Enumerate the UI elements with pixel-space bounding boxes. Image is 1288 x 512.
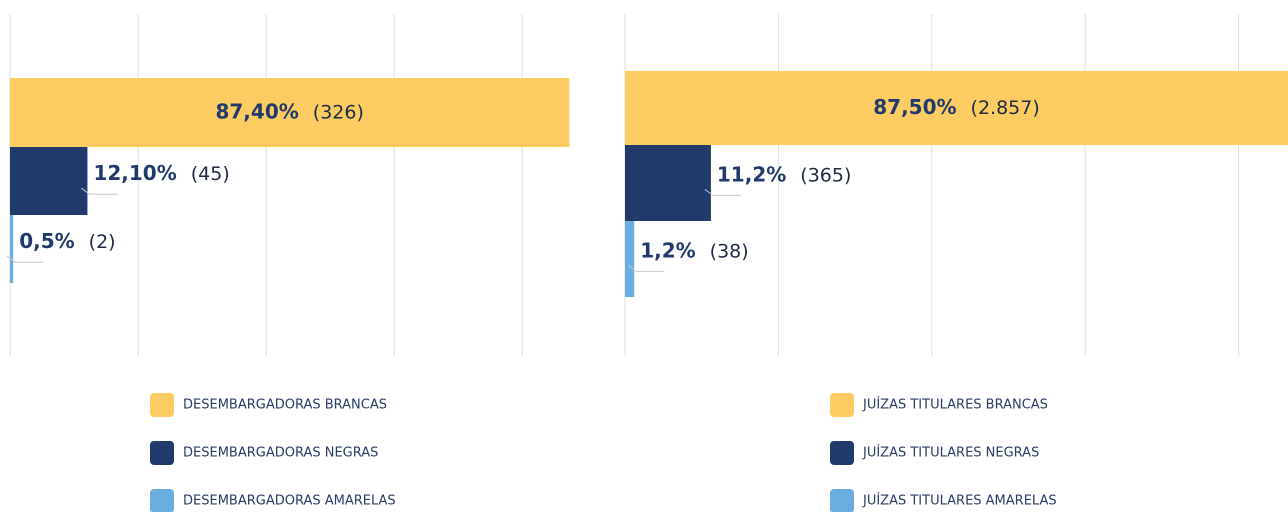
legend-label: JUÍZAS TITULARES AMARELAS	[862, 493, 1057, 509]
count: (2)	[89, 231, 116, 253]
legend-swatch	[150, 441, 174, 465]
legend-label: JUÍZAS TITULARES NEGRAS	[862, 445, 1039, 461]
value-label: 87,40% (326)	[215, 99, 363, 123]
bar	[625, 145, 711, 221]
connector	[6, 255, 44, 263]
connector	[704, 189, 741, 196]
value-label: 12,10% (45)	[93, 161, 229, 185]
bar	[10, 78, 570, 147]
legend-swatch	[150, 489, 174, 512]
percent: 0,5%	[19, 229, 74, 253]
value-label: 11,2% (365)	[717, 162, 851, 186]
charts: 87,40% (326) DESEMBARGADORAS BRANCAS 12,10%…	[6, 14, 1288, 512]
count: (38)	[710, 240, 749, 262]
value-label: 0,5% (2)	[19, 229, 115, 253]
percent: 87,50%	[873, 95, 956, 119]
legend-swatch	[830, 489, 854, 512]
legend-label: DESEMBARGADORAS NEGRAS	[183, 446, 378, 461]
value-label: 1,2% (38)	[640, 238, 748, 262]
legend-label: JUÍZAS TITULARES BRANCAS	[862, 397, 1048, 413]
percent: 12,10%	[93, 161, 176, 185]
legend-label: DESEMBARGADORAS BRANCAS	[183, 398, 387, 413]
bar-chart: 87,40% (326) DESEMBARGADORAS BRANCAS 12,10%…	[6, 14, 570, 512]
percent: 1,2%	[640, 238, 695, 262]
connector	[627, 265, 665, 272]
count: (326)	[313, 101, 364, 123]
legend-swatch	[830, 441, 854, 465]
legend-label: DESEMBARGADORAS AMARELAS	[183, 494, 396, 509]
bar-chart: 87,50% (2.857) JUÍZAS TITULARES BRANCAS 11,…	[624, 14, 1288, 512]
percent: 11,2%	[717, 162, 786, 186]
percent: 87,40%	[215, 99, 298, 123]
legend-swatch	[830, 393, 854, 417]
bar	[625, 221, 635, 297]
count: (2.857)	[971, 97, 1040, 119]
bar	[10, 147, 88, 215]
count: (365)	[800, 164, 851, 186]
value-label: 87,50% (2.857)	[873, 95, 1040, 119]
bar	[10, 215, 14, 283]
count: (45)	[191, 163, 230, 185]
legend-swatch	[150, 393, 174, 417]
connector	[81, 187, 118, 195]
bar	[625, 71, 1288, 145]
